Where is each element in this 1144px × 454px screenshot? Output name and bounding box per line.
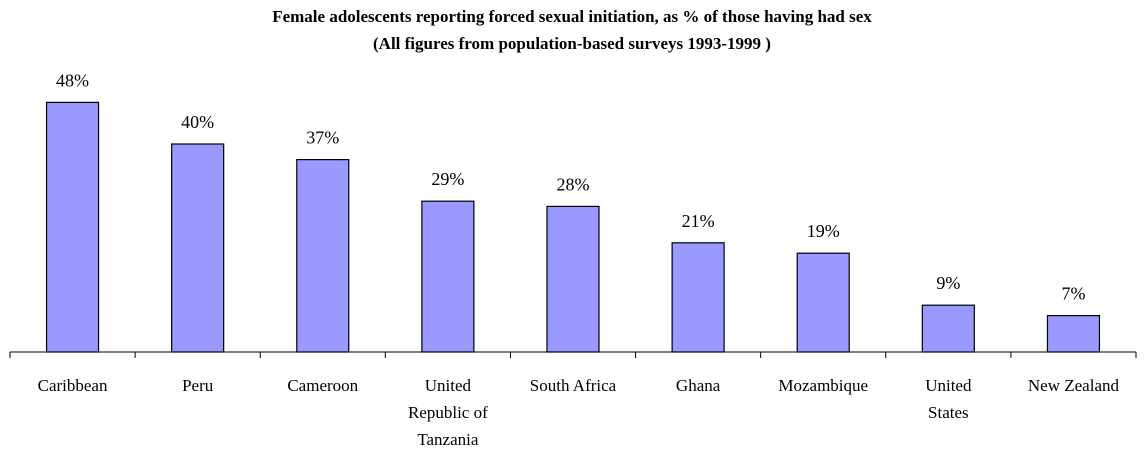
bar [921, 304, 975, 353]
data-label: 48% [56, 70, 89, 90]
data-label: 9% [936, 273, 960, 293]
x-tick-label: South Africa [529, 376, 617, 395]
bar [671, 242, 725, 353]
data-label: 29% [431, 169, 464, 189]
x-tick-label: United Republic of Tanzania [407, 376, 488, 449]
x-tick-label: Ghana [675, 376, 721, 395]
data-label: 21% [682, 211, 715, 231]
data-label: 19% [807, 221, 840, 241]
x-tick-label: Cameroon [287, 376, 359, 395]
bar [45, 101, 100, 353]
data-label: 28% [557, 174, 590, 194]
chart-subtitle: (All figures from population-based surve… [373, 34, 771, 53]
data-label: 37% [306, 128, 339, 148]
x-tick-label: Peru [182, 376, 214, 395]
data-label: 40% [181, 112, 214, 132]
data-label: 7% [1061, 284, 1085, 304]
bar [796, 252, 850, 353]
x-tick-label: Mozambique [778, 376, 869, 395]
x-tick-label: Caribbean [37, 376, 108, 395]
x-tick-label: United States [925, 376, 972, 422]
bar [296, 159, 350, 353]
bar [421, 200, 475, 353]
bar [1046, 315, 1101, 353]
chart-title: Female adolescents reporting forced sexu… [272, 7, 872, 26]
bar [546, 205, 600, 353]
x-tick-label: New Zealand [1027, 376, 1119, 395]
bar [171, 143, 225, 353]
